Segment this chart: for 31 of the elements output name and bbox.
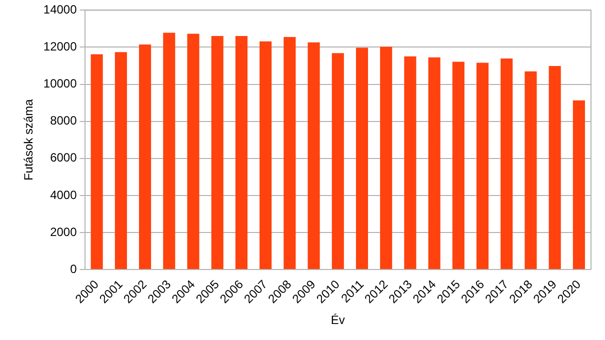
bar <box>139 44 152 270</box>
bar <box>500 58 513 270</box>
bar <box>284 37 296 270</box>
bar <box>235 36 248 270</box>
bar <box>428 57 440 270</box>
y-tick-label: 10000 <box>43 76 78 91</box>
bar <box>211 36 224 270</box>
x-axis-title: Év <box>330 313 345 328</box>
bar <box>308 42 320 270</box>
bar <box>356 48 368 270</box>
y-tick-label: 14000 <box>43 2 78 17</box>
bar <box>524 71 537 270</box>
bar <box>452 62 464 270</box>
y-tick-label: 2000 <box>50 224 78 239</box>
bar <box>114 52 127 270</box>
y-tick-label: 8000 <box>50 114 78 128</box>
y-tick-label: 6000 <box>50 150 78 165</box>
bar <box>163 32 176 270</box>
bar <box>187 34 200 270</box>
y-tick-label: 0 <box>70 262 78 276</box>
bar <box>404 56 416 270</box>
y-axis-title: Futások száma <box>22 98 36 181</box>
bar <box>572 100 585 270</box>
bar <box>548 66 561 270</box>
y-tick-label: 12000 <box>43 40 78 54</box>
bar <box>90 54 103 270</box>
bar <box>332 53 344 270</box>
bar <box>476 62 489 270</box>
bar <box>380 46 392 270</box>
y-tick-label: 4000 <box>50 188 78 202</box>
bar <box>260 41 272 270</box>
